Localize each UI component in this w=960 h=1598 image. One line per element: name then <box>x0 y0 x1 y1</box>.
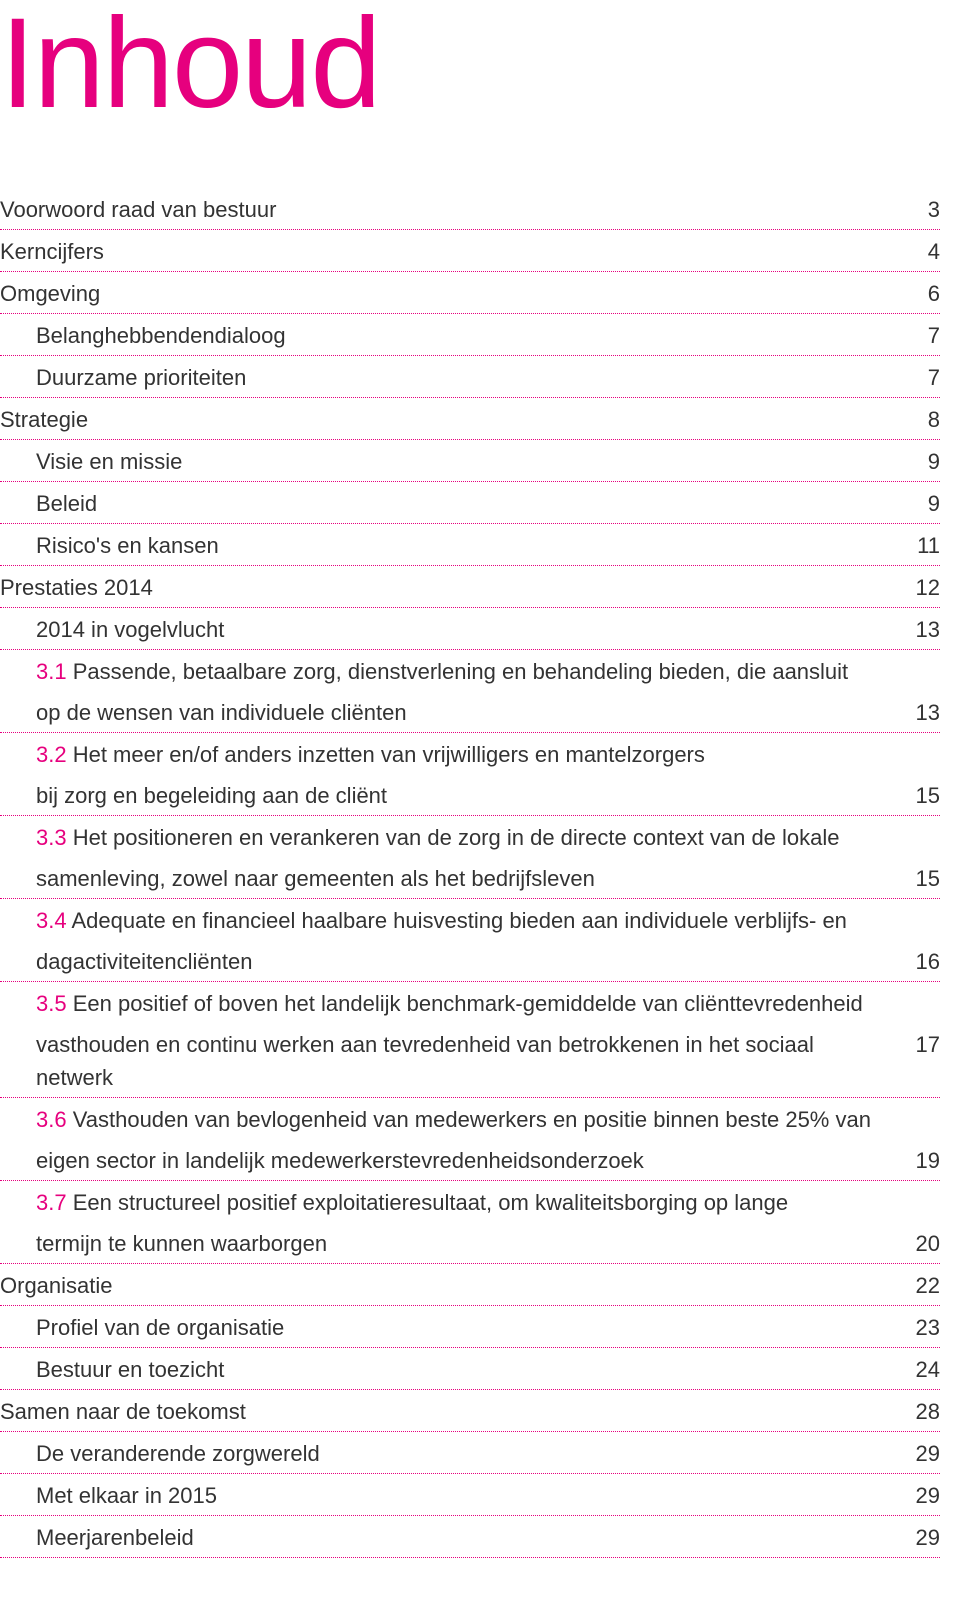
toc-row[interactable]: Strategie8 <box>0 398 940 440</box>
toc-page-number: 22 <box>896 1273 940 1299</box>
toc-row[interactable]: De veranderende zorgwereld29 <box>0 1432 940 1474</box>
page-title: Inhoud <box>0 0 940 128</box>
section-number: 3.5 <box>36 991 73 1016</box>
toc-label: termijn te kunnen waarborgen <box>0 1227 896 1260</box>
toc-page-number: 24 <box>896 1357 940 1383</box>
toc-label: 3.4 Adequate en financieel haalbare huis… <box>0 904 896 937</box>
toc-label: samenleving, zowel naar gemeenten als he… <box>0 862 896 895</box>
toc-label: Visie en missie <box>0 445 896 478</box>
toc-label: De veranderende zorgwereld <box>0 1437 896 1470</box>
section-number: 3.7 <box>36 1190 73 1215</box>
toc-label: Bestuur en toezicht <box>0 1353 896 1386</box>
toc-label: Beleid <box>0 487 896 520</box>
toc-row[interactable]: Samen naar de toekomst28 <box>0 1390 940 1432</box>
toc-row[interactable]: Voorwoord raad van bestuur3 <box>0 188 940 230</box>
toc-page-number: 29 <box>896 1525 940 1551</box>
toc-label: vasthouden en continu werken aan tevrede… <box>0 1028 896 1094</box>
section-number: 3.3 <box>36 825 73 850</box>
toc-page-number: 29 <box>896 1483 940 1509</box>
toc-row[interactable]: 3.2 Het meer en/of anders inzetten van v… <box>0 733 940 774</box>
toc-row[interactable]: dagactiviteitencliënten16 <box>0 940 940 982</box>
toc-label: Prestaties 2014 <box>0 571 896 604</box>
section-number: 3.6 <box>36 1107 73 1132</box>
toc-label: Samen naar de toekomst <box>0 1395 896 1428</box>
toc-row[interactable]: Prestaties 201412 <box>0 566 940 608</box>
toc-label: eigen sector in landelijk medewerkerstev… <box>0 1144 896 1177</box>
toc-label: Omgeving <box>0 277 896 310</box>
toc-row[interactable]: Risico's en kansen11 <box>0 524 940 566</box>
toc-label: Duurzame prioriteiten <box>0 361 896 394</box>
toc-label: 3.7 Een structureel positief exploitatie… <box>0 1186 896 1219</box>
toc-row[interactable]: Belanghebbendendialoog7 <box>0 314 940 356</box>
toc-label: Risico's en kansen <box>0 529 896 562</box>
toc-page-number: 7 <box>896 323 940 349</box>
section-number: 3.2 <box>36 742 73 767</box>
toc-label: Meerjarenbeleid <box>0 1521 896 1554</box>
toc-page-number: 13 <box>896 617 940 643</box>
toc-row[interactable]: 2014 in vogelvlucht13 <box>0 608 940 650</box>
toc-page-number: 11 <box>896 533 940 559</box>
toc-page-number: 19 <box>896 1148 940 1174</box>
toc-page-number: 17 <box>896 1032 940 1058</box>
toc-label: Belanghebbendendialoog <box>0 319 896 352</box>
toc-label: bij zorg en begeleiding aan de cliënt <box>0 779 896 812</box>
toc-page-number: 12 <box>896 575 940 601</box>
toc-row[interactable]: bij zorg en begeleiding aan de cliënt15 <box>0 774 940 816</box>
toc-page-number: 13 <box>896 700 940 726</box>
toc-row[interactable]: 3.1 Passende, betaalbare zorg, dienstver… <box>0 650 940 691</box>
toc-label: dagactiviteitencliënten <box>0 945 896 978</box>
toc-row[interactable]: 3.6 Vasthouden van bevlogenheid van mede… <box>0 1098 940 1139</box>
toc-page-number: 15 <box>896 866 940 892</box>
toc-label: 3.2 Het meer en/of anders inzetten van v… <box>0 738 896 771</box>
toc-row[interactable]: op de wensen van individuele cliënten13 <box>0 691 940 733</box>
toc-label: Organisatie <box>0 1269 896 1302</box>
section-number: 3.1 <box>36 659 73 684</box>
toc-label: 2014 in vogelvlucht <box>0 613 896 646</box>
toc-page-number: 23 <box>896 1315 940 1341</box>
toc-page-number: 9 <box>896 449 940 475</box>
toc-label: Profiel van de organisatie <box>0 1311 896 1344</box>
toc-row[interactable]: Visie en missie9 <box>0 440 940 482</box>
toc-row[interactable]: Duurzame prioriteiten7 <box>0 356 940 398</box>
toc-row[interactable]: Profiel van de organisatie23 <box>0 1306 940 1348</box>
toc-page-number: 15 <box>896 783 940 809</box>
toc-page-number: 9 <box>896 491 940 517</box>
toc-row[interactable]: Bestuur en toezicht24 <box>0 1348 940 1390</box>
toc-row[interactable]: Meerjarenbeleid29 <box>0 1516 940 1558</box>
toc-page-number: 16 <box>896 949 940 975</box>
toc-row[interactable]: Met elkaar in 201529 <box>0 1474 940 1516</box>
toc-page-number: 4 <box>896 239 940 265</box>
toc-row[interactable]: eigen sector in landelijk medewerkerstev… <box>0 1139 940 1181</box>
toc-label: 3.3 Het positioneren en verankeren van d… <box>0 821 896 854</box>
toc-label: Met elkaar in 2015 <box>0 1479 896 1512</box>
toc-label: Voorwoord raad van bestuur <box>0 193 896 226</box>
toc-row[interactable]: 3.3 Het positioneren en verankeren van d… <box>0 816 940 857</box>
toc-page-number: 6 <box>896 281 940 307</box>
toc-page-number: 20 <box>896 1231 940 1257</box>
section-number: 3.4 <box>36 908 71 933</box>
toc-label: Strategie <box>0 403 896 436</box>
toc-label: 3.1 Passende, betaalbare zorg, dienstver… <box>0 655 896 688</box>
toc-row[interactable]: vasthouden en continu werken aan tevrede… <box>0 1023 940 1098</box>
toc-label: 3.5 Een positief of boven het landelijk … <box>0 987 896 1020</box>
toc-row[interactable]: Kerncijfers4 <box>0 230 940 272</box>
toc-row[interactable]: termijn te kunnen waarborgen20 <box>0 1222 940 1264</box>
toc-row[interactable]: 3.7 Een structureel positief exploitatie… <box>0 1181 940 1222</box>
toc-page-number: 28 <box>896 1399 940 1425</box>
toc-label: Kerncijfers <box>0 235 896 268</box>
toc-page-number: 29 <box>896 1441 940 1467</box>
toc-page-number: 8 <box>896 407 940 433</box>
toc-row[interactable]: Organisatie22 <box>0 1264 940 1306</box>
toc-page-number: 3 <box>896 197 940 223</box>
toc-row[interactable]: Beleid9 <box>0 482 940 524</box>
toc-label: 3.6 Vasthouden van bevlogenheid van mede… <box>0 1103 896 1136</box>
toc-list: Voorwoord raad van bestuur3Kerncijfers4O… <box>0 188 940 1558</box>
toc-row[interactable]: samenleving, zowel naar gemeenten als he… <box>0 857 940 899</box>
toc-label: op de wensen van individuele cliënten <box>0 696 896 729</box>
toc-page: Inhoud Voorwoord raad van bestuur3Kernci… <box>0 0 960 1598</box>
toc-row[interactable]: 3.4 Adequate en financieel haalbare huis… <box>0 899 940 940</box>
toc-row[interactable]: Omgeving6 <box>0 272 940 314</box>
toc-page-number: 7 <box>896 365 940 391</box>
toc-row[interactable]: 3.5 Een positief of boven het landelijk … <box>0 982 940 1023</box>
